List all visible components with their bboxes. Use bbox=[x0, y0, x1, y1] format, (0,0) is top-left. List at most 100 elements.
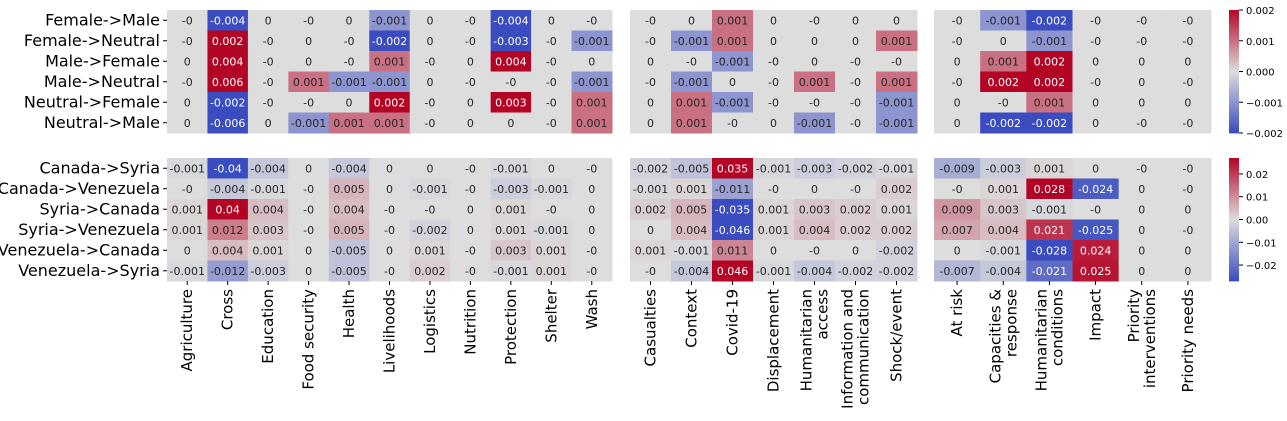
cell-value-label: -0.001 bbox=[674, 76, 709, 89]
heatmap-cell bbox=[328, 30, 370, 52]
heatmap-cell bbox=[1118, 51, 1166, 72]
colorbar-segment bbox=[1229, 75, 1239, 79]
colorbar-segment bbox=[1229, 26, 1239, 29]
cell-value-label: 0.001 bbox=[495, 203, 527, 216]
colorbar-segment bbox=[1229, 126, 1239, 130]
colorbar-segment bbox=[1229, 73, 1239, 76]
heatmap-cell bbox=[1072, 71, 1120, 93]
cell-value-label: -0.003 bbox=[493, 183, 528, 196]
colorbar-segment bbox=[1229, 81, 1239, 85]
row-label-syria-canada: Syria->Canada bbox=[39, 199, 160, 218]
cell-value-label: -0 bbox=[586, 265, 597, 278]
heatmap-cell bbox=[490, 219, 532, 241]
cell-value-label: -0.001 bbox=[534, 224, 569, 237]
colorbar-segment bbox=[1229, 59, 1239, 62]
colorbar-segment bbox=[1229, 77, 1239, 81]
cell-value-label: 0 bbox=[811, 35, 818, 48]
cell-value-label: 0 bbox=[588, 203, 595, 216]
heatmap-cell bbox=[1072, 199, 1120, 220]
cell-value-label: -0 bbox=[645, 265, 656, 278]
cell-value-label: 0 bbox=[954, 244, 961, 257]
cell-value-label: 0.001 bbox=[758, 203, 790, 216]
heatmap-cell bbox=[835, 260, 877, 282]
cell-value-label: 0 bbox=[1138, 55, 1145, 68]
cell-value-label: 0 bbox=[305, 55, 312, 68]
cell-value-label: 0.025 bbox=[1080, 265, 1112, 278]
heatmap-cell bbox=[167, 71, 208, 93]
heatmap-cell bbox=[934, 158, 981, 179]
heatmap-cell bbox=[288, 51, 330, 72]
colorbar-segment bbox=[1229, 174, 1239, 177]
colorbar-segment bbox=[1229, 48, 1239, 52]
heatmap-cell bbox=[531, 240, 573, 261]
x-tick-label-at-risk: At risk bbox=[948, 289, 966, 337]
heatmap-cell bbox=[630, 112, 672, 134]
colorbar-segment bbox=[1229, 164, 1239, 167]
x-tick-label-context: Context bbox=[683, 289, 701, 348]
heatmap-cell bbox=[167, 240, 208, 261]
colorbar-tick-label: 0.001 bbox=[1246, 37, 1275, 48]
heatmap-cell bbox=[571, 112, 613, 134]
heatmap-cell bbox=[1072, 260, 1120, 282]
row-label-neutral-female: Neutral->Female bbox=[24, 92, 160, 111]
heatmap-cell bbox=[247, 260, 289, 282]
cell-value-label: 0.001 bbox=[799, 76, 831, 89]
cell-value-label: 0 bbox=[467, 96, 474, 109]
heatmap-cell bbox=[671, 178, 713, 200]
heatmap-cell bbox=[490, 158, 532, 179]
heatmap-cell bbox=[1072, 112, 1120, 134]
colorbar-segment bbox=[1229, 176, 1239, 179]
colorbar-segment bbox=[1229, 61, 1239, 64]
cell-value-label: -0.004 bbox=[797, 265, 832, 278]
cell-value-label: 0.007 bbox=[941, 224, 973, 237]
cell-value-label: 0.001 bbox=[374, 117, 406, 130]
heatmap-cell bbox=[450, 30, 492, 52]
heatmap-cell bbox=[409, 51, 451, 72]
cell-value-label: 0 bbox=[507, 117, 514, 130]
colorbar-segment bbox=[1229, 268, 1239, 272]
colorbar-segment bbox=[1229, 194, 1239, 198]
heatmap-cell bbox=[712, 112, 754, 134]
colorbar-segment bbox=[1229, 108, 1239, 111]
heatmap-cell bbox=[369, 92, 411, 113]
colorbar-segment bbox=[1229, 18, 1239, 21]
cell-value-label: 0.011 bbox=[717, 244, 749, 257]
cell-value-label: 0.003 bbox=[252, 224, 284, 237]
heatmap-cell bbox=[247, 240, 289, 261]
heatmap-cell bbox=[1072, 219, 1120, 241]
cell-value-label: 0.002 bbox=[881, 224, 913, 237]
cell-value-label: 0.004 bbox=[799, 224, 831, 237]
cell-value-label: -0 bbox=[424, 203, 435, 216]
cell-value-label: 0 bbox=[1092, 117, 1099, 130]
heatmap-cell bbox=[630, 158, 672, 179]
cell-value-label: -0 bbox=[424, 55, 435, 68]
heatmap-cell bbox=[571, 92, 613, 113]
heatmap-cell bbox=[450, 51, 492, 72]
heatmap-cell bbox=[1072, 10, 1120, 31]
cell-value-label: -0 bbox=[1182, 117, 1193, 130]
heatmap-cell bbox=[207, 92, 249, 113]
cell-value-label: -0 bbox=[952, 14, 963, 27]
cell-value-label: -0 bbox=[1090, 35, 1101, 48]
heatmap-cell bbox=[671, 158, 713, 179]
heatmap-cell bbox=[288, 178, 330, 200]
cell-value-label: -0 bbox=[686, 55, 697, 68]
heatmap-cell bbox=[167, 260, 208, 282]
cell-value-label: -0 bbox=[809, 14, 820, 27]
heatmap-cell bbox=[207, 112, 249, 134]
heatmap-cell bbox=[450, 10, 492, 31]
cell-value-label: -0 bbox=[1090, 14, 1101, 27]
heatmap-cell bbox=[835, 112, 877, 134]
cell-value-label: 0.002 bbox=[988, 76, 1020, 89]
x-tick-label-humanitarian-access: Humanitarianaccess bbox=[798, 289, 832, 392]
cell-value-label: 0 bbox=[305, 162, 312, 175]
cell-value-label: -0 bbox=[1136, 14, 1147, 27]
cell-value-label: 0 bbox=[305, 244, 312, 257]
cell-value-label: -0.001 bbox=[756, 265, 791, 278]
cell-value-label: -0 bbox=[727, 117, 738, 130]
heatmap-cell bbox=[794, 158, 836, 179]
colorbar-segment bbox=[1229, 85, 1239, 89]
colorbar-tick-label: 0.000 bbox=[1246, 68, 1275, 79]
colorbar-segment bbox=[1229, 20, 1239, 23]
